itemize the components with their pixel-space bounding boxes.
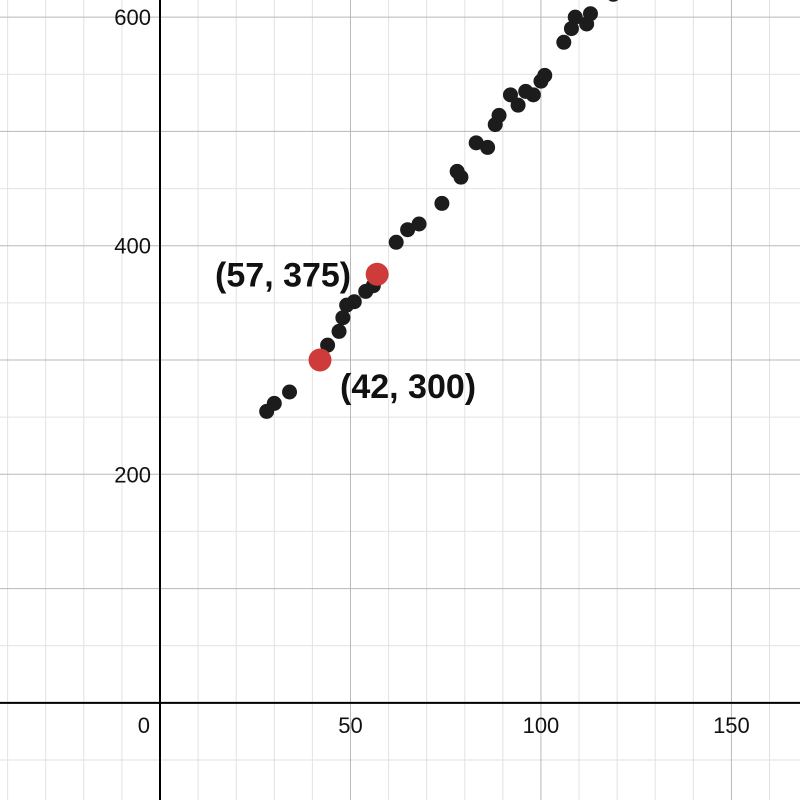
data-point [510,97,526,113]
data-point [388,234,404,250]
x-tick-label: 150 [713,713,750,738]
highlight-point-label: (57, 375) [215,256,351,294]
y-tick-label: 200 [114,462,151,487]
highlight-point [365,262,389,286]
y-tick-label: 600 [114,5,151,30]
tick-labels: 0 50 100 150 200 400 600 [114,5,750,738]
data-point [266,395,282,411]
data-point [434,195,450,211]
data-point [400,222,416,238]
data-point [582,6,598,22]
data-point [491,107,507,123]
x-tick-label: 0 [138,713,150,738]
data-point [608,0,619,2]
data-point [453,169,469,185]
data-point [346,294,362,310]
data-point [411,216,427,232]
data-point [567,9,583,25]
highlight-point-label: (42, 300) [340,368,476,406]
data-point [556,34,572,50]
data-point [525,87,541,103]
data-point [320,337,336,353]
x-tick-label: 50 [338,713,362,738]
data-point [502,87,518,103]
data-point [563,21,579,37]
highlight-point [308,348,332,372]
data-point [331,323,347,339]
data-point [537,67,553,83]
data-point [335,310,351,326]
highlighted-points: (57, 375) (42, 300) [215,256,476,406]
data-point [282,384,298,400]
data-point [480,139,496,155]
y-tick-label: 400 [114,234,151,259]
data-point [468,135,484,151]
x-tick-label: 100 [523,713,560,738]
